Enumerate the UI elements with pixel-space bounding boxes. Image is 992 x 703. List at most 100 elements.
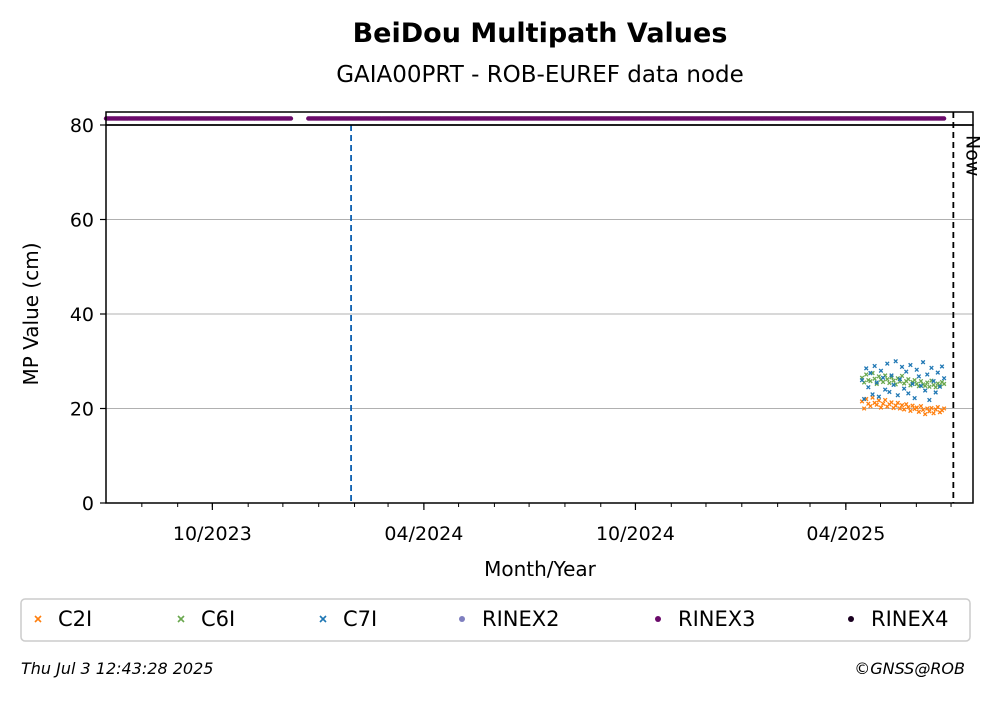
legend-marker xyxy=(459,616,465,622)
data-point-c7i xyxy=(887,389,892,395)
data-point-c7i xyxy=(891,382,896,388)
data-point-c6i xyxy=(918,378,924,384)
data-point-c2i xyxy=(914,405,920,410)
data-point-c7i xyxy=(899,364,905,370)
data-point-c7i xyxy=(925,372,930,377)
legend-item-c2i: C2I xyxy=(34,607,92,631)
data-point-c2i xyxy=(922,411,928,417)
legend-label: RINEX2 xyxy=(482,607,560,631)
data-point-c2i xyxy=(861,406,867,411)
data-point-c7i xyxy=(937,384,943,390)
data-point-c7i xyxy=(882,387,888,392)
data-point-c7i xyxy=(876,394,882,399)
x-axis: 10/2023 04/2024 10/2024 04/2025 xyxy=(141,503,952,545)
data-point-c2i xyxy=(931,410,936,416)
data-point-c2i xyxy=(918,403,924,409)
data-point-c7i xyxy=(912,395,917,401)
legend-label: C6I xyxy=(201,607,235,631)
data-point-c2i xyxy=(874,402,880,407)
data-point-c7i xyxy=(906,391,911,396)
x-tick-label: 04/2025 xyxy=(806,523,885,545)
data-point-c2i xyxy=(908,408,913,414)
data-point-c7i xyxy=(927,397,932,403)
legend: C2I C6I C7I RINEX2 RINEX3 RINEX4 xyxy=(20,598,971,642)
legend-item-rinex4: RINEX4 xyxy=(848,607,949,631)
data-point-c6i xyxy=(937,383,943,388)
y-tick-label: 80 xyxy=(70,115,94,137)
data-point-c7i xyxy=(874,380,880,385)
data-point-c2i xyxy=(897,406,903,411)
data-point-c2i xyxy=(935,404,941,410)
data-point-c2i xyxy=(941,406,947,411)
data-point-c7i xyxy=(889,373,894,378)
rinex-point xyxy=(288,116,294,121)
legend-item-c7i: C7I xyxy=(319,607,377,631)
data-point-c6i xyxy=(880,379,886,385)
y-axis-label: MP Value (cm) xyxy=(19,242,43,385)
grid-lines xyxy=(106,219,973,409)
x-tick-label: 10/2024 xyxy=(596,523,675,545)
y-tick-label: 60 xyxy=(70,210,94,232)
data-point-c6i xyxy=(906,376,911,382)
data-point-c2i xyxy=(899,402,905,408)
legend-item-rinex2: RINEX2 xyxy=(459,607,560,631)
data-point-c2i xyxy=(880,401,886,407)
data-point-c7i xyxy=(939,364,945,369)
legend-frame xyxy=(20,598,971,642)
data-point-c6i xyxy=(925,380,930,385)
y-tick-label: 20 xyxy=(70,399,94,421)
data-point-c6i xyxy=(922,383,928,389)
data-point-c7i xyxy=(910,381,915,387)
data-point-c2i xyxy=(927,409,932,414)
chart-title: BeiDou Multipath Values xyxy=(353,18,728,49)
data-point-c7i xyxy=(880,375,886,381)
data-point-c7i xyxy=(893,358,898,364)
footer-timestamp: Thu Jul 3 12:43:28 2025 xyxy=(21,659,213,678)
plot-points xyxy=(859,358,947,417)
data-point-c2i xyxy=(910,403,915,408)
data-point-c2i xyxy=(920,407,926,413)
legend-marker xyxy=(848,616,854,622)
data-point-c2i xyxy=(916,409,922,415)
data-point-c2i xyxy=(882,397,888,403)
data-point-c6i xyxy=(912,377,917,383)
footer-credit: ©GNSS@ROB xyxy=(854,659,965,678)
data-point-c7i xyxy=(870,392,875,397)
data-point-c6i xyxy=(872,376,877,381)
rinex-strip xyxy=(103,116,947,121)
legend-item-rinex3: RINEX3 xyxy=(655,607,756,631)
data-point-c7i xyxy=(916,374,922,379)
data-point-c7i xyxy=(859,377,865,383)
data-point-c6i xyxy=(876,374,882,379)
data-point-c6i xyxy=(899,373,905,379)
data-point-c7i xyxy=(922,388,928,393)
data-point-c6i xyxy=(887,380,892,386)
legend-item-c6i: C6I xyxy=(177,607,235,631)
data-point-c2i xyxy=(876,398,882,403)
data-point-c7i xyxy=(878,368,884,373)
legend-label: RINEX4 xyxy=(871,607,949,631)
legend-label: C7I xyxy=(343,607,377,631)
data-point-c6i xyxy=(863,372,869,377)
y-axis: 0 20 40 60 80 xyxy=(70,115,106,515)
data-point-c7i xyxy=(914,367,920,373)
y-tick-label: 0 xyxy=(82,493,94,515)
data-point-c2i xyxy=(889,400,894,405)
data-point-c2i xyxy=(901,407,907,412)
data-point-c7i xyxy=(941,376,947,381)
data-point-c7i xyxy=(903,369,909,374)
data-point-c7i xyxy=(863,366,869,371)
data-point-c6i xyxy=(868,378,873,384)
data-point-c7i xyxy=(897,376,903,382)
data-point-c7i xyxy=(901,386,907,391)
data-point-c2i xyxy=(868,403,873,409)
x-axis-label: Month/Year xyxy=(484,557,597,581)
data-point-c2i xyxy=(906,404,911,410)
data-point-c2i xyxy=(895,400,901,406)
legend-label: C2I xyxy=(58,607,92,631)
data-point-c7i xyxy=(935,370,941,375)
x-tick-label: 04/2024 xyxy=(384,523,463,545)
rinex-point xyxy=(941,116,947,121)
data-point-c7i xyxy=(885,361,890,366)
